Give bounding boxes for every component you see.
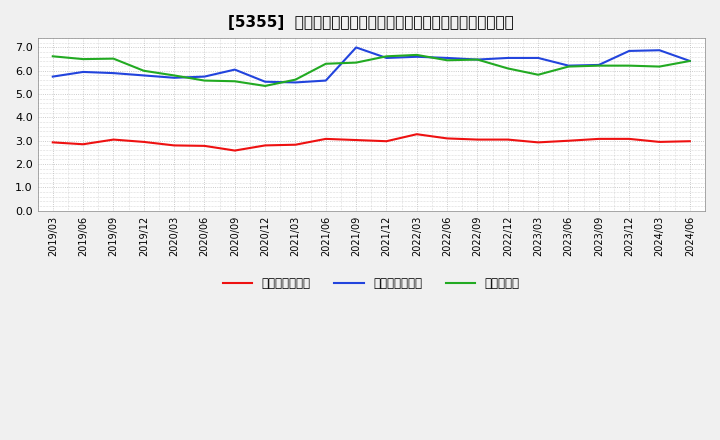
在庫回転率 [655,64,664,69]
売上債権回転率 [291,142,300,147]
在庫回転率 [595,63,603,68]
売上債権回転率 [78,142,87,147]
売上債権回転率 [625,136,634,142]
売上債権回転率 [322,136,330,142]
売上債権回転率 [685,139,694,144]
在庫回転率 [352,60,361,65]
買入債務回転率 [230,67,239,72]
買入債務回転率 [382,55,391,61]
売上債権回転率 [503,137,512,142]
在庫回転率 [382,54,391,59]
在庫回転率 [322,61,330,66]
在庫回転率 [291,77,300,82]
売上債権回転率 [382,139,391,144]
買入債務回転率 [261,79,269,84]
売上債権回転率 [109,137,118,142]
Line: 買入債務回転率: 買入債務回転率 [53,48,690,82]
売上債権回転率 [200,143,209,149]
在庫回転率 [200,78,209,83]
買入債務回転率 [200,74,209,79]
買入債務回転率 [685,59,694,64]
Title: [5355]  売上債権回転率、買入債務回転率、在庫回転率の推移: [5355] 売上債権回転率、買入債務回転率、在庫回転率の推移 [228,15,514,30]
買入債務回転率 [352,45,361,50]
Legend: 売上債権回転率, 買入債務回転率, 在庫回転率: 売上債権回転率, 買入債務回転率, 在庫回転率 [218,272,525,295]
在庫回転率 [230,79,239,84]
買入債務回転率 [170,75,179,81]
買入債務回転率 [322,78,330,83]
売上債権回転率 [413,132,421,137]
売上債権回転率 [443,136,451,141]
買入債務回転率 [413,54,421,59]
買入債務回転率 [473,57,482,62]
売上債権回転率 [352,137,361,143]
買入債務回転率 [109,70,118,76]
在庫回転率 [48,54,57,59]
売上債権回転率 [473,137,482,142]
買入債務回転率 [595,62,603,68]
買入債務回転率 [443,55,451,61]
在庫回転率 [625,63,634,68]
売上債権回転率 [655,139,664,145]
在庫回転率 [534,72,542,77]
在庫回転率 [78,56,87,62]
在庫回転率 [261,83,269,88]
在庫回転率 [140,68,148,73]
売上債権回転率 [534,140,542,145]
売上債権回転率 [261,143,269,148]
在庫回転率 [473,57,482,62]
買入債務回転率 [534,55,542,61]
在庫回転率 [170,73,179,78]
買入債務回転率 [655,48,664,53]
買入債務回転率 [625,48,634,54]
在庫回転率 [443,58,451,63]
売上債権回転率 [170,143,179,148]
買入債務回転率 [48,74,57,79]
在庫回転率 [413,52,421,58]
売上債権回転率 [48,140,57,145]
在庫回転率 [109,56,118,61]
買入債務回転率 [503,55,512,61]
買入債務回転率 [140,73,148,78]
売上債権回転率 [564,138,573,143]
Line: 売上債権回転率: 売上債権回転率 [53,134,690,150]
Line: 在庫回転率: 在庫回転率 [53,55,690,86]
買入債務回転率 [78,69,87,74]
売上債権回転率 [140,139,148,145]
売上債権回転率 [230,148,239,153]
売上債権回転率 [595,136,603,142]
在庫回転率 [685,59,694,64]
在庫回転率 [503,66,512,71]
在庫回転率 [564,64,573,69]
買入債務回転率 [564,63,573,68]
買入債務回転率 [291,80,300,85]
